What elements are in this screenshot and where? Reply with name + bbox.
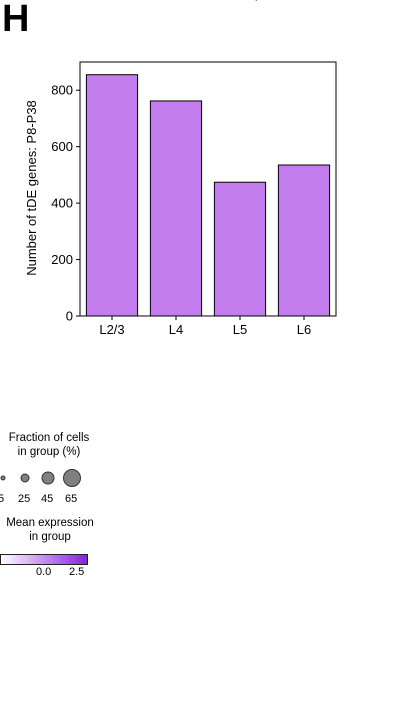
panel-letter: H [2,0,30,40]
y-tick-label: 800 [51,83,73,98]
size-label-65: 65 [65,493,78,505]
fraction-legend-title-line1: Fraction of cells [8,432,90,444]
mean-legend-title-line1: Mean expression [6,517,94,529]
size-dot-65 [63,469,81,487]
bar-L6 [277,164,331,317]
bar-chart: 0 200 400 600 800 L2/3 L4 L5 L6 Number of tDE g… [24,61,337,337]
fraction-size-legend [0,469,81,487]
x-tick-label: L5 [233,322,247,337]
y-tick-label: 600 [51,139,73,154]
mean-expression-legend-title: Mean expression in group [0,517,100,545]
colorbar-tick-1: 2.5 [69,566,85,578]
y-tick-label: 400 [51,196,73,211]
y-tick-label: 0 [66,309,73,324]
bar-L5 [213,181,267,317]
colorbar [0,554,88,565]
x-tick-label: L6 [297,322,311,337]
size-dot-45 [41,471,55,485]
size-label-5: 5 [0,493,5,505]
size-dot-25 [20,473,30,483]
size-label-25: 25 [18,493,31,505]
colorbar-tick-0: 0.0 [36,566,52,578]
mean-legend-title-line2: in group [29,530,71,543]
size-dot-5 [0,475,6,481]
plot-frame [79,61,337,317]
bar-L4 [149,100,203,317]
y-axis-label: Number of tDE genes: P8-P38 [24,100,39,276]
fraction-legend-title-line2: in group (%) [17,445,81,458]
x-tick-label: L2/3 [99,322,124,337]
bar-L2-3 [85,74,139,317]
fraction-legend-title: Fraction of cells in group (%) [0,432,98,460]
x-tick-label: L4 [169,322,183,337]
size-label-45: 45 [41,493,54,505]
y-tick-label: 200 [51,252,73,267]
